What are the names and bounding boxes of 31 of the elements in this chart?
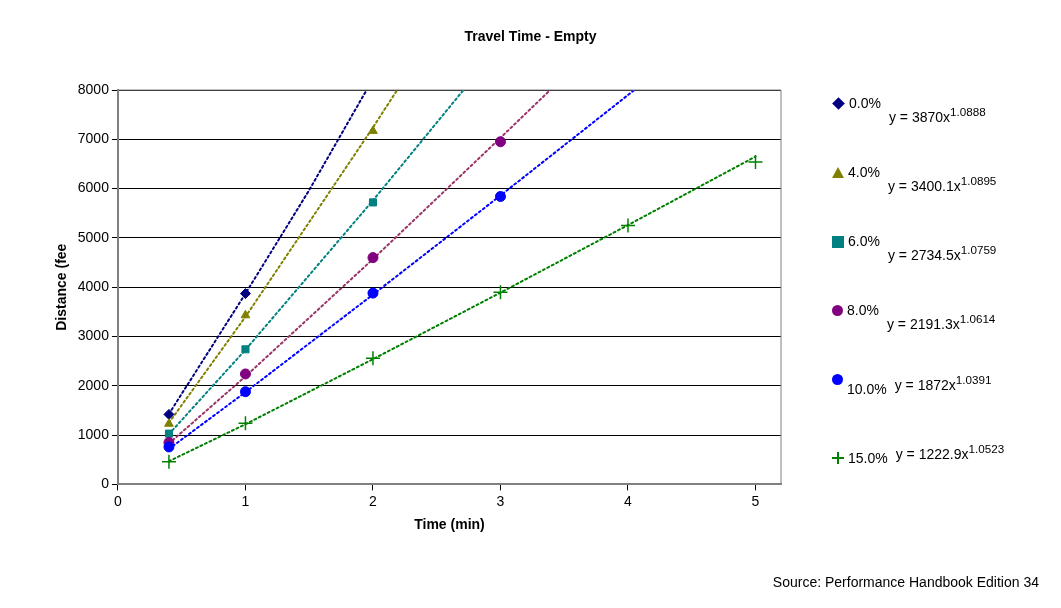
y-axis-title: Distance (fee — [53, 243, 70, 331]
legend-label: 15.0% — [848, 450, 888, 466]
text: y = 2191.3x$^{1.0614}$ — [886, 312, 996, 332]
y-tick-label: 2000 — [77, 376, 110, 393]
text: y = 3870x$^{1.0888}$ — [888, 105, 986, 125]
y-tick-label: 6000 — [77, 179, 110, 196]
x-tick-label: 4 — [624, 492, 633, 509]
text: y = 1222.9x$^{1.0523}$ — [895, 442, 1005, 462]
x-tick-label: 3 — [496, 492, 505, 509]
legend-label: 10.0% — [847, 381, 887, 397]
chart-title: Travel Time - Empty — [463, 28, 598, 44]
text: y = 3400.1x$^{1.0895}$ — [887, 174, 997, 194]
text: y = 2734.5x$^{1.0759}$ — [887, 243, 997, 263]
x-tick-label: 0 — [114, 492, 123, 509]
y-tick-label: 8000 — [77, 80, 110, 97]
legend-label: 0.0% — [849, 95, 881, 111]
x-tick-label: 2 — [369, 492, 378, 509]
y-tick-label: 1000 — [77, 425, 110, 442]
x-tick-label: 1 — [241, 492, 250, 509]
legend-label: 8.0% — [847, 302, 879, 318]
y-tick-label: 3000 — [77, 327, 110, 344]
y-tick-label: 7000 — [77, 130, 110, 147]
y-tick-label: 0 — [101, 475, 110, 492]
y-tick-label: 4000 — [77, 278, 110, 295]
x-tick-label: 5 — [751, 492, 760, 509]
text: y = 1872x$^{1.0391}$ — [894, 373, 992, 393]
legend-label: 6.0% — [848, 233, 880, 249]
y-tick-label: 5000 — [77, 228, 110, 245]
x-axis-title: Time (min) — [414, 516, 485, 533]
source-note: Source: Performance Handbook Edition 34 — [772, 574, 1039, 590]
legend-label: 4.0% — [848, 164, 880, 180]
